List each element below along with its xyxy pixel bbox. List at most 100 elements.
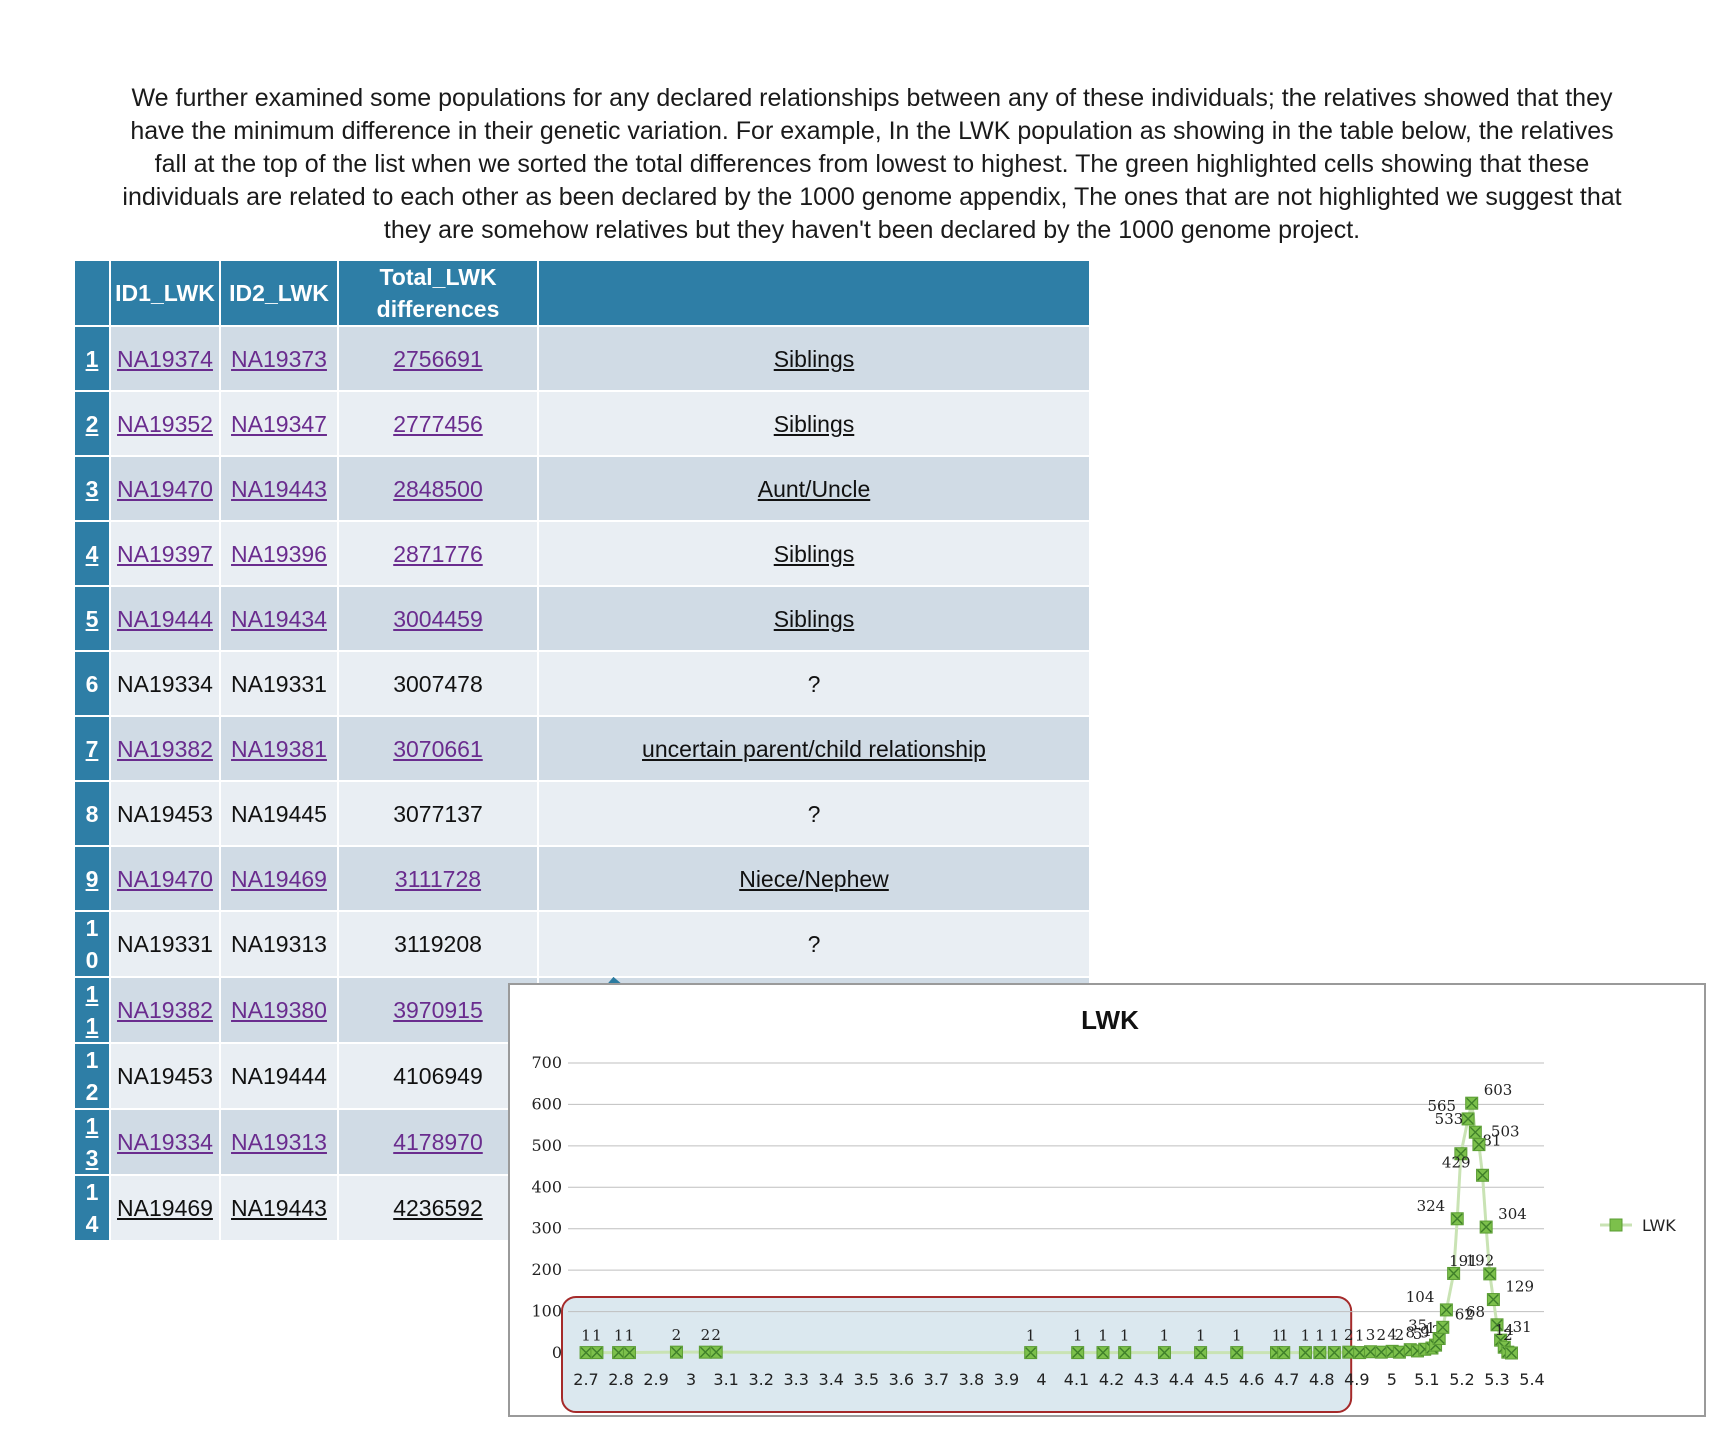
id2-cell-text[interactable]: NA19469 [231,865,327,892]
id1-cell: NA19470 [109,455,221,522]
total-cell-text[interactable]: 3970915 [393,997,483,1023]
id2-cell: NA19373 [219,325,339,392]
row-index-text[interactable]: 11 [85,981,99,1039]
data-label: 31 [1513,1318,1532,1336]
data-point-cross [1343,1346,1355,1358]
data-point-cross [1158,1347,1170,1359]
row-index-text[interactable]: 1 [85,345,99,372]
data-label: 1 [1315,1327,1325,1345]
data-point-cross [1484,1268,1496,1280]
relation-cell-text[interactable]: Aunt/Uncle [757,475,871,502]
id1-cell: NA19469 [109,1174,221,1242]
id1-cell-text[interactable]: NA19334 [117,1129,213,1155]
x-tick-label: 5.1 [1414,1370,1439,1389]
data-label: 304 [1498,1205,1527,1223]
data-label: 1 [1196,1327,1206,1345]
id1-cell-text[interactable]: NA19382 [117,735,213,762]
id2-cell: NA19444 [219,1042,339,1110]
id1-cell-text[interactable]: NA19382 [117,997,213,1023]
x-tick-label: 4.9 [1344,1370,1369,1389]
id1-cell: NA19444 [109,585,221,652]
id1-cell-text[interactable]: NA19444 [117,605,213,632]
total-cell-text[interactable]: 3111728 [394,865,482,892]
data-point-cross [1119,1347,1131,1359]
relation-cell-text[interactable]: uncertain parent/child relationship [642,735,986,762]
id2-cell-text: NA19313 [231,931,327,957]
data-point-cross [1314,1347,1326,1359]
x-tick-label: 4.5 [1204,1370,1229,1389]
data-label: 2 [1344,1326,1354,1344]
id2-cell-text[interactable]: NA19434 [231,605,327,632]
row-index-text[interactable]: 5 [85,605,99,632]
id1-cell-text[interactable]: NA19374 [117,345,213,372]
id2-cell-text[interactable]: NA19381 [231,735,327,762]
row-index-text[interactable]: 7 [85,735,99,762]
total-cell: 3111728 [337,845,539,912]
data-label: 1 [614,1327,624,1345]
relation-cell: uncertain parent/child relationship [537,715,1091,782]
total-cell-text[interactable]: 2871776 [393,540,483,567]
total-cell-text[interactable]: 3004459 [393,605,483,632]
table-row: 9 NA19470 NA19469 3111728 Niece/Nephew [73,845,1091,912]
relation-cell-text[interactable]: Siblings [773,410,855,437]
row-index-text: 6 [85,670,99,697]
x-tick-label: 3.6 [889,1370,914,1389]
id2-cell-text[interactable]: NA19443 [231,475,327,502]
id1-cell: NA19382 [109,976,221,1044]
id2-cell-text: NA19331 [231,670,327,697]
data-label: 2 [672,1326,682,1344]
total-cell-text[interactable]: 2756691 [393,345,483,372]
row-index-text[interactable]: 3 [85,475,99,502]
id2-cell-text[interactable]: NA19396 [231,540,327,567]
data-point-cross [1477,1169,1489,1181]
total-cell-text[interactable]: 2848500 [393,475,483,502]
id1-cell-text[interactable]: NA19352 [117,410,213,437]
id2-cell: NA19381 [219,715,339,782]
x-tick-label: 3.4 [819,1370,844,1389]
table-row: 8 NA19453 NA19445 3077137? [73,780,1091,847]
header-total: Total_LWK differences [337,259,539,327]
data-point-cross [1469,1126,1481,1138]
row-index-text[interactable]: 4 [85,540,99,567]
x-tick-label: 2.8 [608,1370,633,1389]
data-label: 129 [1505,1278,1534,1296]
id1-cell: NA19374 [109,325,221,392]
relation-cell-text[interactable]: Siblings [773,605,855,632]
id2-cell-text[interactable]: NA19347 [231,410,327,437]
relation-cell-text[interactable]: Siblings [773,345,855,372]
data-label: 4 [1387,1325,1397,1343]
id2-cell-text[interactable]: NA19380 [231,997,327,1023]
total-cell: 2777456 [337,390,539,457]
id2-cell-text[interactable]: NA19313 [231,1129,327,1155]
data-point-cross [1462,1113,1474,1125]
id2-cell-text[interactable]: NA19373 [231,345,327,372]
total-cell-text[interactable]: 4236592 [393,1195,483,1221]
relation-cell: Siblings [537,390,1091,457]
data-point-cross [623,1347,635,1359]
total-cell: 3070661 [337,715,539,782]
id1-cell-text: NA19334 [117,670,213,697]
total-cell-text[interactable]: 3070661 [393,735,483,762]
total-cell: 3119208 [337,910,539,978]
relation-cell-text[interactable]: Niece/Nephew [739,865,889,892]
id1-cell: NA19470 [109,845,221,912]
relation-cell-text[interactable]: Siblings [773,540,855,567]
data-point-cross [1393,1346,1405,1358]
id1-cell-text[interactable]: NA19397 [117,540,213,567]
data-label: 533 [1435,1110,1464,1128]
row-index-text[interactable]: 2 [85,410,99,437]
row-index-text[interactable]: 9 [85,865,99,892]
total-cell: 4178970 [337,1108,539,1176]
row-index: 3 [73,455,111,522]
id1-cell-text[interactable]: NA19470 [117,475,213,502]
total-cell-text[interactable]: 2777456 [393,410,483,437]
id1-cell: NA19334 [109,1108,221,1176]
id2-cell: NA19443 [219,455,339,522]
row-index-text[interactable]: 13 [85,1113,99,1171]
data-point-cross [591,1347,603,1359]
id1-cell-text[interactable]: NA19470 [117,865,213,892]
row-index-text: 8 [85,800,99,827]
data-label: 3 [1366,1326,1376,1344]
total-cell-text[interactable]: 4178970 [393,1129,483,1155]
data-label: 1 [1301,1327,1311,1345]
